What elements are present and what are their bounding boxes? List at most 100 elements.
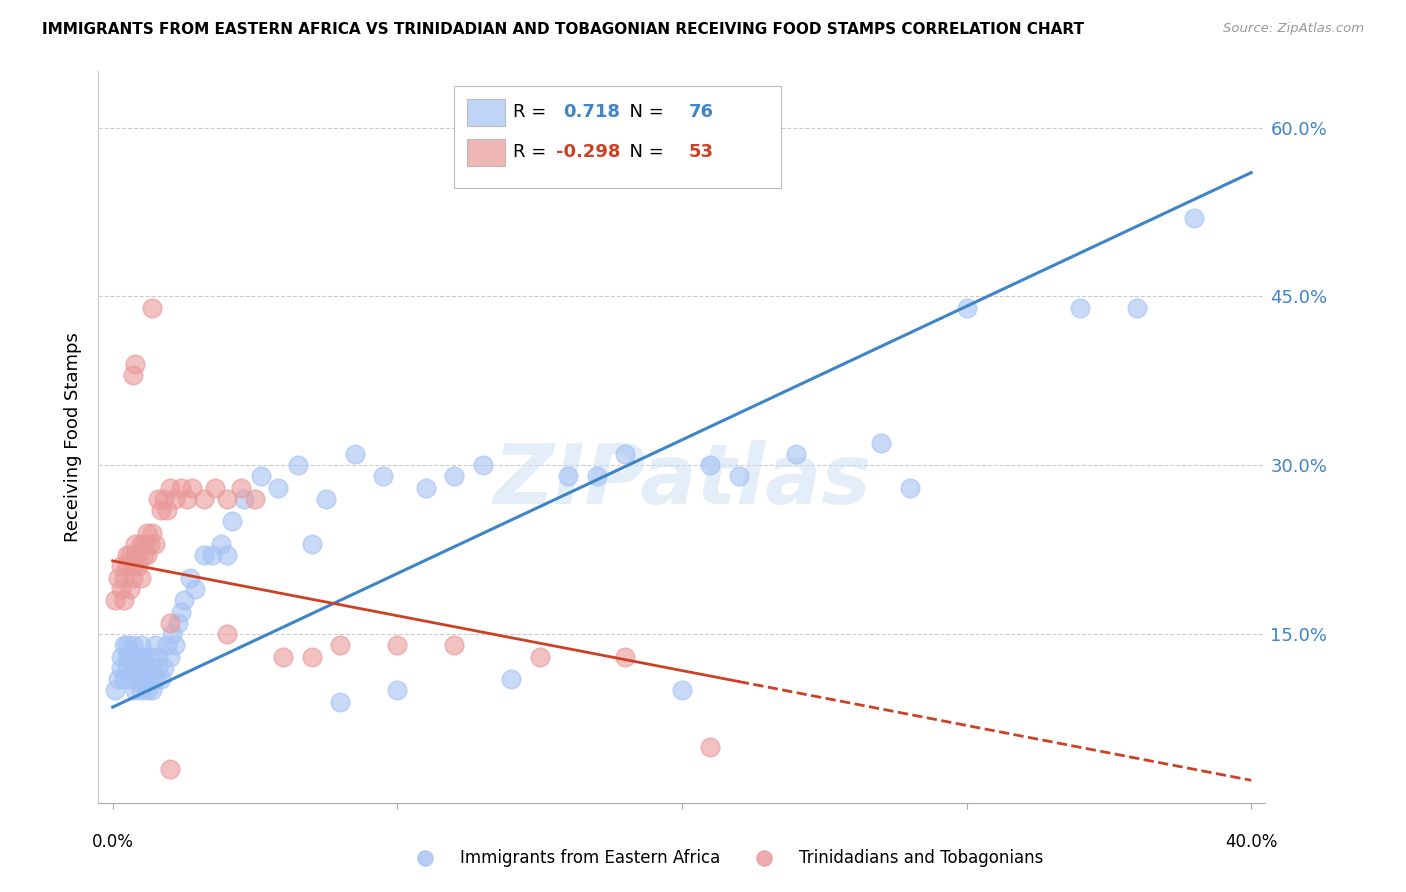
Point <box>110 559 132 574</box>
Text: IMMIGRANTS FROM EASTERN AFRICA VS TRINIDADIAN AND TOBAGONIAN RECEIVING FOOD STAM: IMMIGRANTS FROM EASTERN AFRICA VS TRINID… <box>42 22 1084 37</box>
Point <box>898 880 921 892</box>
Point <box>557 469 579 483</box>
Point <box>273 649 295 664</box>
Y-axis label: Receiving Food Stamps: Receiving Food Stamps <box>65 332 83 542</box>
Point <box>955 301 977 315</box>
Point <box>165 638 187 652</box>
Point <box>209 537 232 551</box>
Point <box>127 548 149 562</box>
Point <box>156 503 179 517</box>
Point <box>153 491 176 506</box>
Point <box>127 672 149 686</box>
Point <box>267 481 290 495</box>
Point <box>529 649 551 664</box>
Point <box>471 458 494 473</box>
Point <box>501 672 523 686</box>
Point <box>699 458 721 473</box>
Text: 76: 76 <box>689 103 714 120</box>
Point <box>121 661 143 675</box>
Point <box>115 649 138 664</box>
Point <box>162 627 184 641</box>
Point <box>287 458 309 473</box>
Point <box>181 481 204 495</box>
Point <box>107 672 129 686</box>
Point <box>118 582 141 596</box>
Point <box>132 649 155 664</box>
Point <box>193 491 215 506</box>
Point <box>159 615 181 630</box>
Point <box>329 638 352 652</box>
Point <box>124 537 146 551</box>
Point <box>156 638 179 652</box>
Point <box>112 672 135 686</box>
Point <box>232 491 254 506</box>
Point <box>371 469 394 483</box>
Point <box>170 605 193 619</box>
Text: Immigrants from Eastern Africa: Immigrants from Eastern Africa <box>460 848 720 867</box>
Point <box>204 481 226 495</box>
Point <box>112 571 135 585</box>
Point <box>141 301 163 315</box>
Point <box>870 435 893 450</box>
Text: R =: R = <box>513 103 551 120</box>
Text: 40.0%: 40.0% <box>1225 833 1278 851</box>
Point <box>121 559 143 574</box>
Point <box>301 537 323 551</box>
Point <box>614 447 637 461</box>
Point <box>315 491 337 506</box>
Point <box>387 683 409 698</box>
Point <box>249 469 271 483</box>
Point <box>415 481 437 495</box>
Point <box>143 537 166 551</box>
Point <box>215 491 238 506</box>
Point <box>165 491 187 506</box>
Point <box>201 548 224 562</box>
Text: 0.718: 0.718 <box>562 103 620 120</box>
Point <box>104 593 127 607</box>
FancyBboxPatch shape <box>454 86 782 188</box>
Point <box>387 638 409 652</box>
Point <box>343 447 366 461</box>
Point <box>129 661 152 675</box>
Point <box>184 582 207 596</box>
Point <box>104 683 127 698</box>
Point <box>167 615 190 630</box>
Text: -0.298: -0.298 <box>555 143 620 161</box>
Text: Source: ZipAtlas.com: Source: ZipAtlas.com <box>1223 22 1364 36</box>
Point <box>118 649 141 664</box>
Point <box>1182 211 1205 225</box>
Point <box>110 649 132 664</box>
Point <box>118 548 141 562</box>
Text: N =: N = <box>617 103 669 120</box>
Point <box>121 368 143 383</box>
Text: 53: 53 <box>689 143 714 161</box>
FancyBboxPatch shape <box>467 99 505 127</box>
Point <box>135 683 157 698</box>
Point <box>112 593 135 607</box>
Point <box>443 469 465 483</box>
Point <box>129 683 152 698</box>
Point <box>129 571 152 585</box>
Point <box>141 525 163 540</box>
Point <box>585 469 607 483</box>
Point <box>148 661 170 675</box>
Point <box>129 638 152 652</box>
Point <box>127 649 149 664</box>
Point <box>124 548 146 562</box>
Point <box>159 649 181 664</box>
Point <box>229 481 252 495</box>
Point <box>132 537 155 551</box>
Point <box>148 491 170 506</box>
Point <box>1069 301 1091 315</box>
Text: N =: N = <box>617 143 669 161</box>
Point <box>127 559 149 574</box>
Point <box>143 672 166 686</box>
Point <box>138 649 160 664</box>
Point <box>124 661 146 675</box>
Point <box>121 638 143 652</box>
FancyBboxPatch shape <box>467 139 505 167</box>
Point <box>153 661 176 675</box>
Point <box>124 649 146 664</box>
Point <box>301 649 323 664</box>
Text: R =: R = <box>513 143 551 161</box>
